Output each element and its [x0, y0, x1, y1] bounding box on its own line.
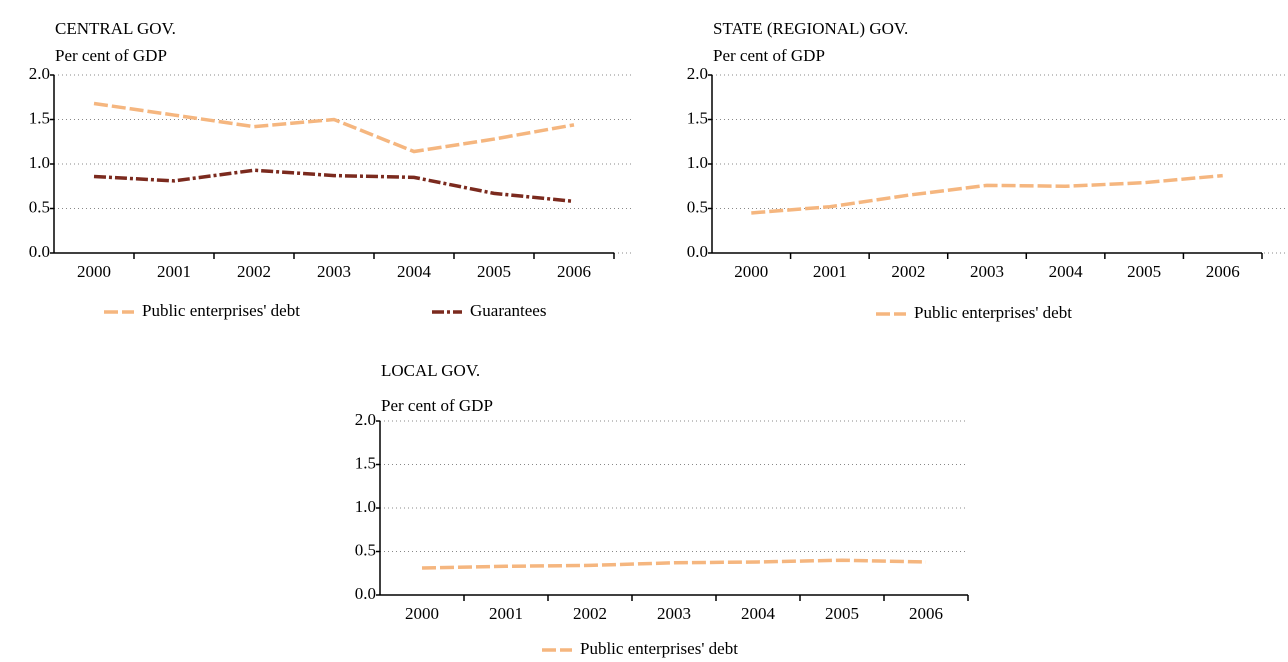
x-tick-label: 2006 — [557, 262, 591, 281]
y-tick-label: 0.0 — [355, 584, 376, 603]
x-tick-label: 2006 — [909, 604, 943, 623]
y-tick-label: 2.0 — [687, 64, 708, 83]
line-series — [751, 173, 1223, 215]
x-tick-label: 2003 — [657, 604, 691, 623]
y-axis-label: Per cent of GDP — [381, 396, 493, 415]
x-tick-label: 2004 — [741, 604, 776, 623]
y-tick-label: 1.0 — [29, 153, 50, 172]
line-series — [93, 101, 575, 154]
line-series — [421, 558, 927, 570]
x-tick-label: 2002 — [237, 262, 271, 281]
y-tick-label: 2.0 — [355, 410, 376, 429]
y-tick-label: 0.5 — [29, 197, 50, 216]
x-tick-label: 2000 — [405, 604, 439, 623]
chart-title: CENTRAL GOV. — [55, 19, 176, 38]
y-tick-label: 0.0 — [29, 242, 50, 261]
legend-label: Public enterprises' debt — [142, 301, 300, 320]
y-axis-label: Per cent of GDP — [55, 46, 167, 65]
x-tick-label: 2004 — [397, 262, 432, 281]
x-tick-label: 2000 — [734, 262, 768, 281]
x-tick-label: 2005 — [477, 262, 511, 281]
y-tick-label: 0.5 — [355, 540, 376, 559]
y-tick-label: 2.0 — [29, 64, 50, 83]
line-series — [93, 168, 575, 204]
x-tick-label: 2004 — [1049, 262, 1084, 281]
x-tick-label: 2002 — [573, 604, 607, 623]
x-tick-label: 2000 — [77, 262, 111, 281]
legend-label: Public enterprises' debt — [580, 639, 738, 658]
x-tick-label: 2001 — [157, 262, 191, 281]
x-tick-label: 2001 — [813, 262, 847, 281]
chart-title: LOCAL GOV. — [381, 361, 480, 380]
legend-label: Public enterprises' debt — [914, 303, 1072, 322]
x-tick-label: 2005 — [1127, 262, 1161, 281]
y-tick-label: 1.5 — [687, 108, 708, 127]
x-tick-label: 2005 — [825, 604, 859, 623]
y-tick-label: 1.0 — [687, 153, 708, 172]
y-tick-label: 1.5 — [355, 453, 376, 472]
y-tick-label: 1.5 — [29, 108, 50, 127]
x-tick-label: 2006 — [1206, 262, 1240, 281]
x-tick-label: 2002 — [891, 262, 925, 281]
y-axis-label: Per cent of GDP — [713, 46, 825, 65]
y-tick-label: 0.0 — [687, 242, 708, 261]
legend-label: Guarantees — [470, 301, 546, 320]
y-tick-label: 1.0 — [355, 497, 376, 516]
x-tick-label: 2003 — [970, 262, 1004, 281]
y-tick-label: 0.5 — [687, 197, 708, 216]
x-tick-label: 2001 — [489, 604, 523, 623]
x-tick-label: 2003 — [317, 262, 351, 281]
chart-title: STATE (REGIONAL) GOV. — [713, 19, 908, 38]
